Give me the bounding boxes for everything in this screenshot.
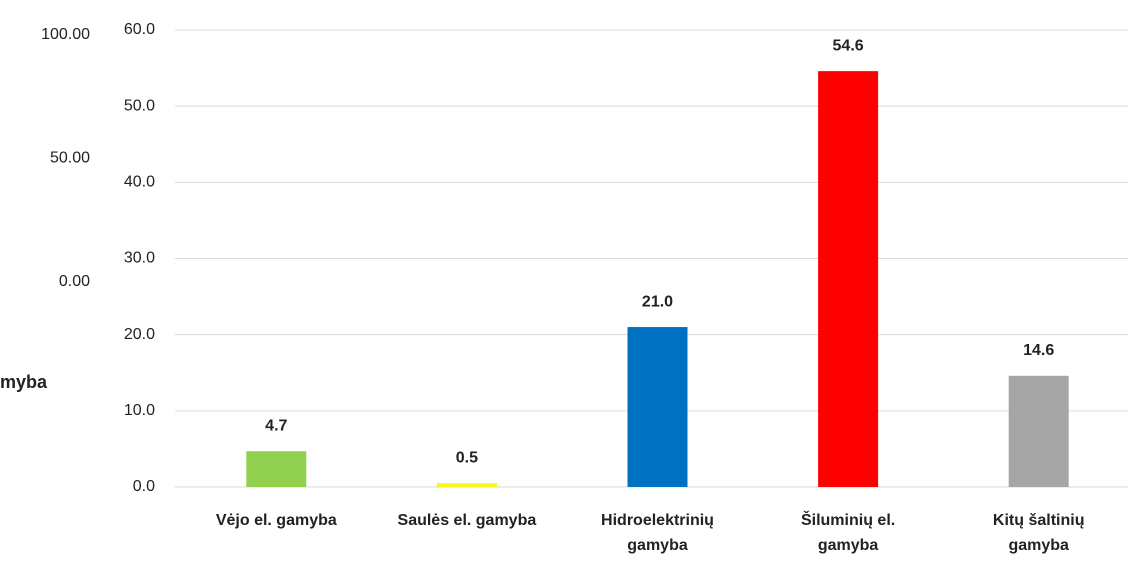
x-tick-label: Šiluminių el. gamyba (800, 512, 896, 554)
bar (246, 451, 307, 487)
y-tick-label: 20.0 (124, 326, 155, 343)
y-tick-label: 0.00 (59, 273, 90, 290)
x-tick-label: Saulės el. gamyba (397, 512, 537, 529)
y-tick-label: 0.0 (133, 478, 155, 495)
y-tick-label: 40.0 (124, 174, 155, 191)
bar (818, 71, 879, 487)
bar (436, 483, 497, 487)
data-label: 0.5 (456, 449, 478, 466)
y-tick-label: 50.00 (50, 150, 90, 167)
y-tick-label: 60.0 (124, 21, 155, 38)
bar (1008, 375, 1069, 487)
x-tick-label: Hidroelektrinių gamyba (601, 512, 714, 554)
x-tick-label: Kitų šaltinių gamyba (992, 512, 1085, 554)
data-label: 21.0 (642, 293, 673, 310)
y-tick-label: 30.0 (124, 250, 155, 267)
y-tick-label: 100.00 (41, 26, 90, 43)
y-tick-label: 50.0 (124, 97, 155, 114)
y-tick-label: 10.0 (124, 402, 155, 419)
data-label: 4.7 (265, 417, 287, 434)
x-label: myba (0, 372, 48, 392)
x-tick-label: Vėjo el. gamyba (215, 512, 337, 529)
bar (627, 327, 688, 487)
data-label: 54.6 (833, 37, 864, 54)
data-label: 14.6 (1023, 342, 1054, 359)
